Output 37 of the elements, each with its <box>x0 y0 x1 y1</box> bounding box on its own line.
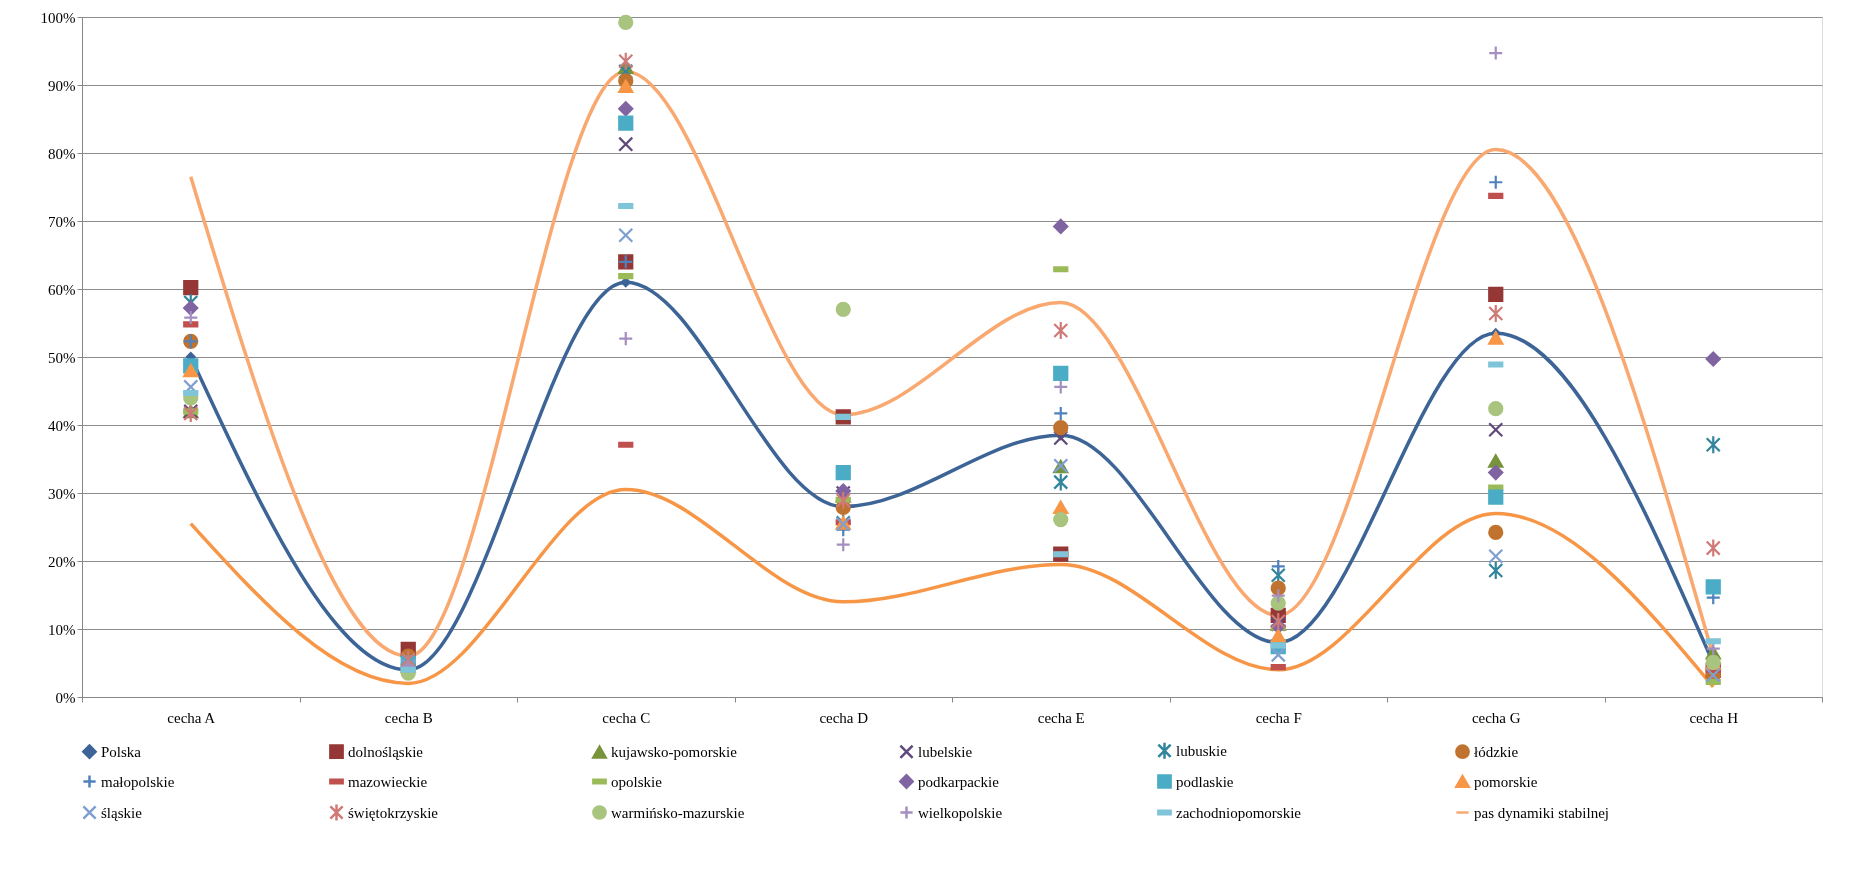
legend-label: opolskie <box>611 773 663 790</box>
y-tick-label: 10% <box>48 621 76 638</box>
y-tick-label: 70% <box>48 213 76 230</box>
x-tick-label: cecha H <box>1689 709 1739 726</box>
legend-label: zachodniopomorskie <box>1176 804 1302 821</box>
legend-label: podkarpackie <box>918 773 1000 790</box>
x-tick-label: cecha A <box>167 709 216 726</box>
legend-label: pas dynamiki stabilnej <box>1474 804 1609 821</box>
y-tick-label: 0% <box>55 689 76 706</box>
y-tick-label: 30% <box>48 485 76 502</box>
y-tick-label: 60% <box>48 281 76 298</box>
legend-label: małopolskie <box>101 773 175 790</box>
legend-label: pomorskie <box>1474 773 1538 790</box>
legend-label: kujawsko-pomorskie <box>611 744 738 761</box>
legend-label: świętokrzyskie <box>348 804 439 821</box>
legend-label: wielkopolskie <box>918 804 1003 821</box>
x-tick-label: cecha F <box>1255 709 1302 726</box>
y-tick-label: 100% <box>40 9 76 26</box>
x-tick-label: cecha C <box>602 709 651 726</box>
y-tick-label: 20% <box>48 553 76 570</box>
legend-label: lubelskie <box>918 743 973 760</box>
y-tick-label: 90% <box>48 77 76 94</box>
y-tick-label: 40% <box>48 417 76 434</box>
x-tick-label: cecha B <box>384 709 433 726</box>
x-tick-label: cecha E <box>1037 709 1085 726</box>
legend-label: warmińsko-mazurskie <box>611 804 745 821</box>
y-tick-label: 50% <box>48 349 76 366</box>
x-tick-label: cecha G <box>1471 709 1521 726</box>
legend-label: podlaskie <box>1176 773 1234 790</box>
legend-label: łódzkie <box>1474 743 1519 760</box>
legend-label: śląskie <box>101 804 143 821</box>
y-tick-label: 80% <box>48 145 76 162</box>
legend-label: mazowieckie <box>348 773 428 790</box>
x-tick-label: cecha D <box>819 709 869 726</box>
legend-label: Polska <box>101 743 142 760</box>
legend-label: lubuskie <box>1176 742 1228 759</box>
legend-label: dolnośląskie <box>348 743 424 760</box>
